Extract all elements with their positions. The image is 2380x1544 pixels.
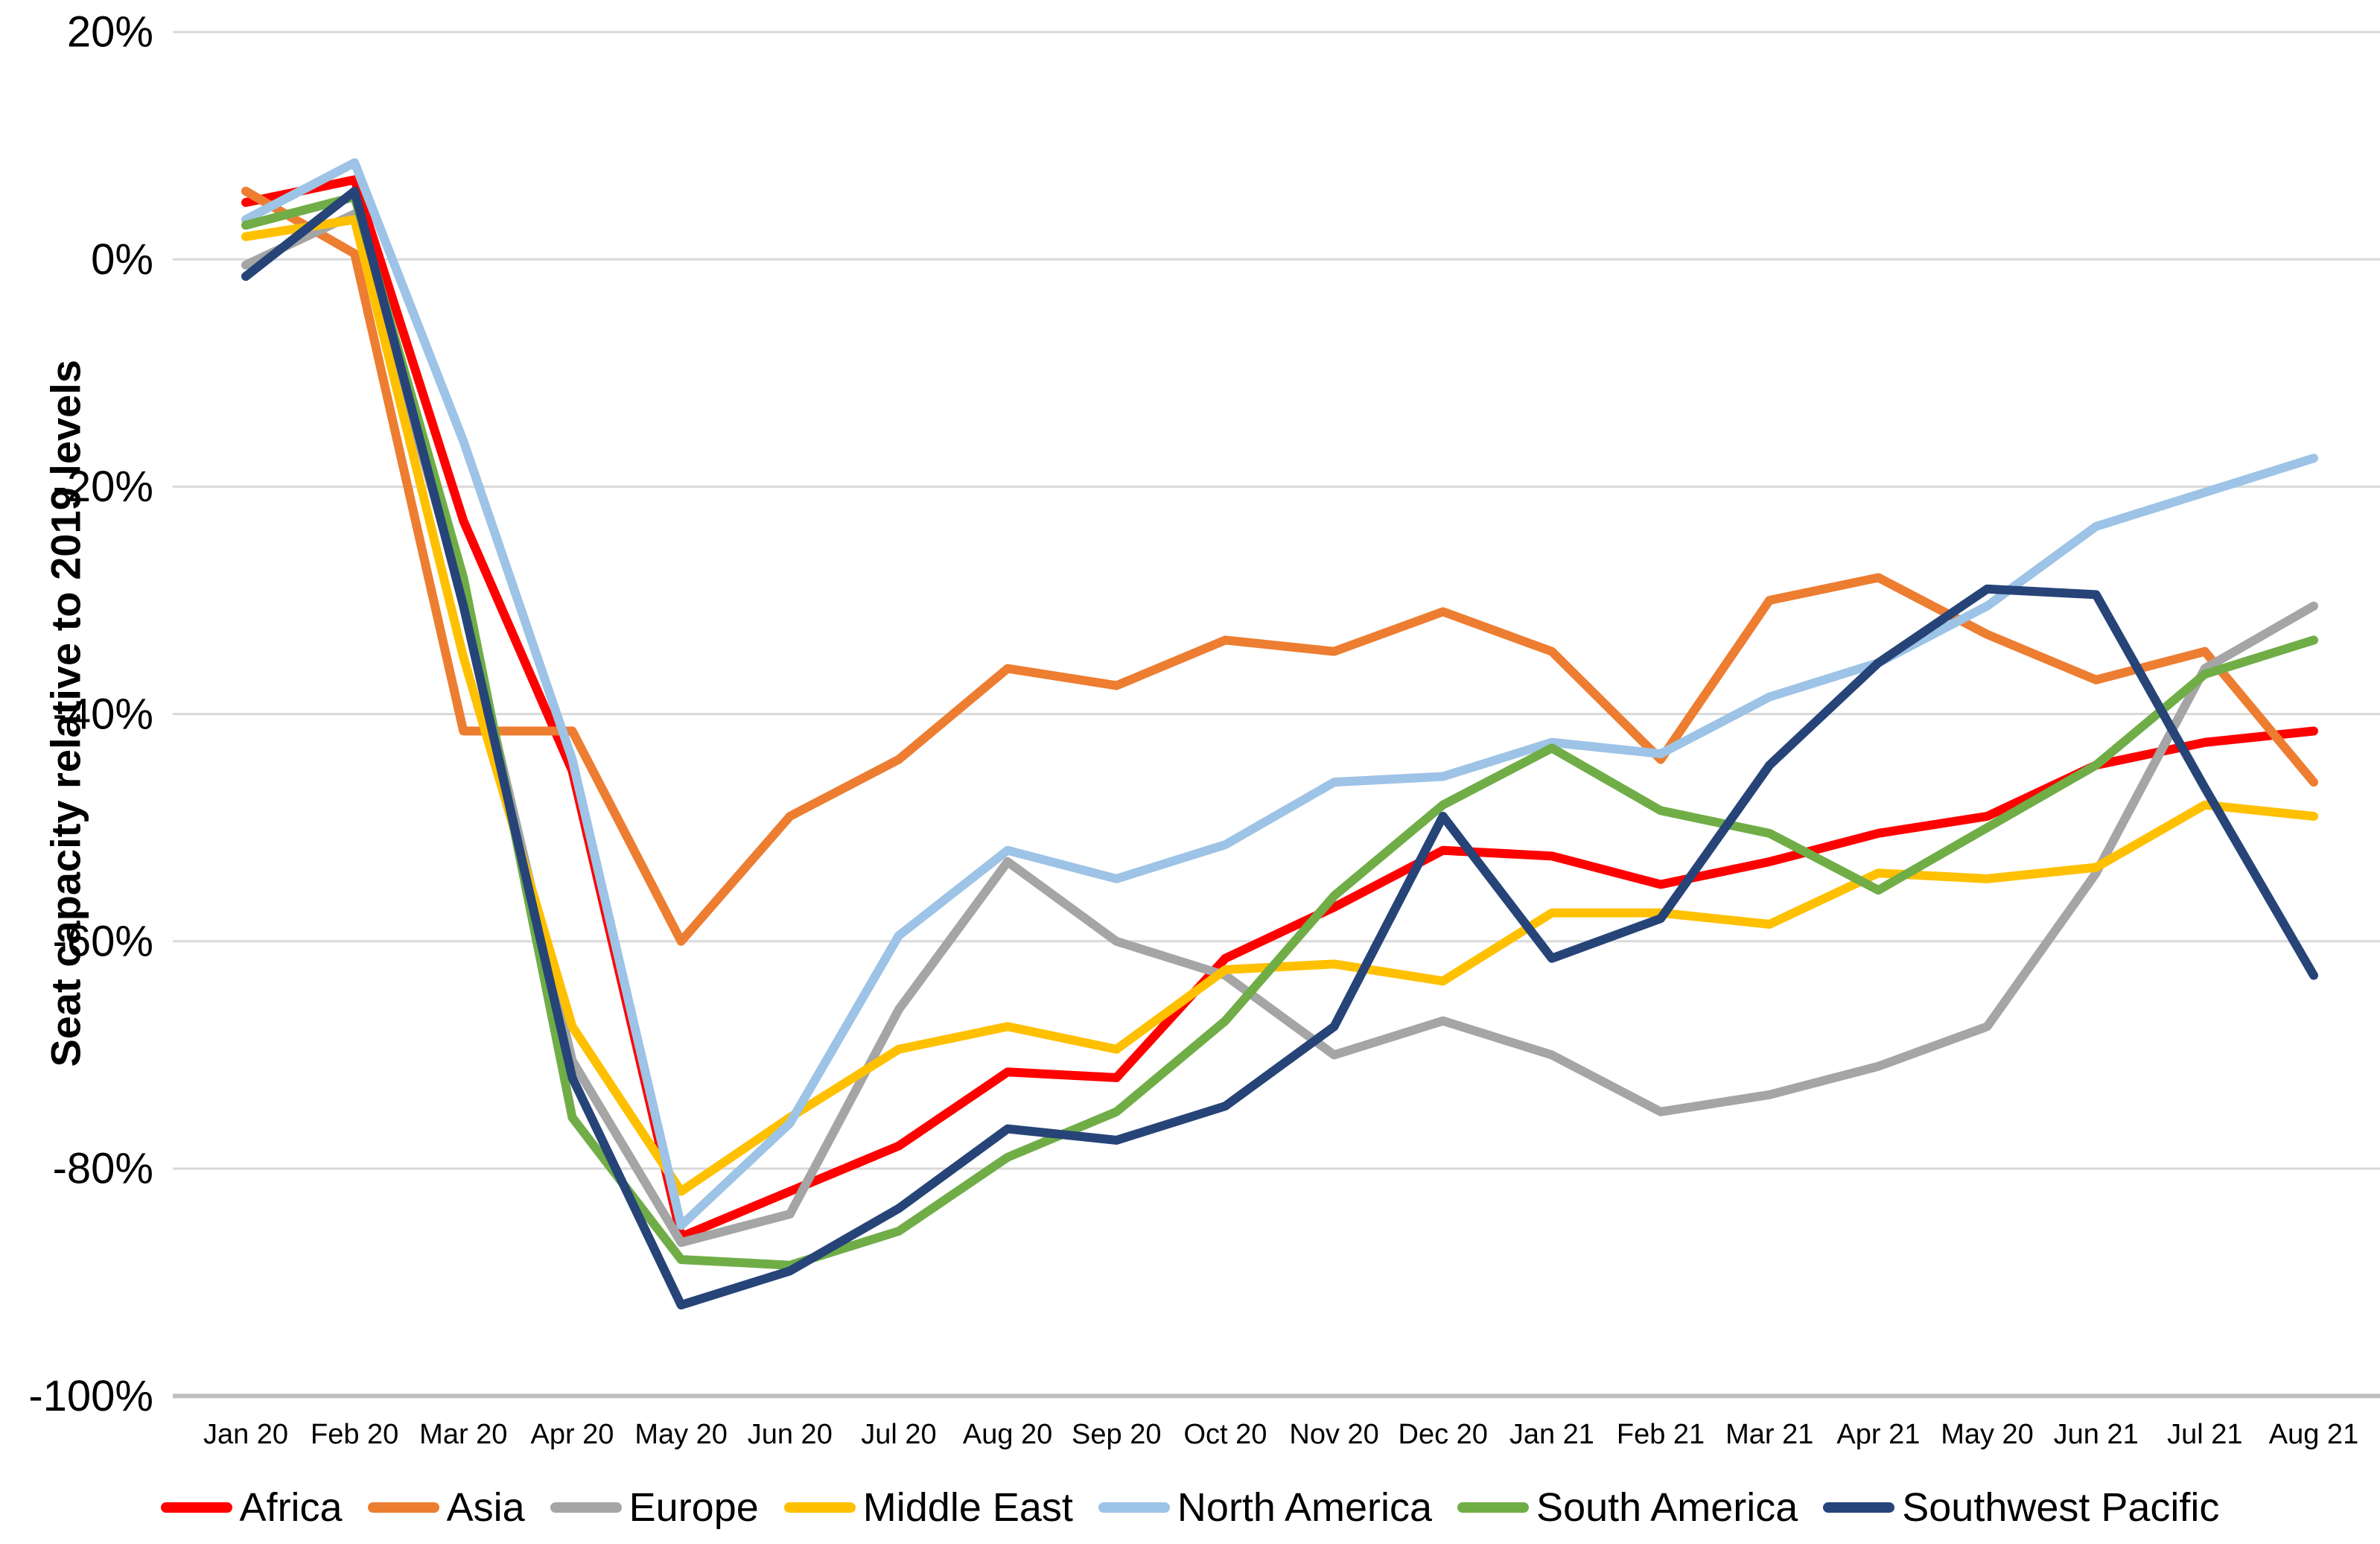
x-tick-label: Nov 20 [1289, 1419, 1378, 1450]
x-tick-label: Dec 20 [1399, 1419, 1488, 1450]
legend-color-dash [1823, 1502, 1895, 1513]
x-tick-label: Feb 21 [1617, 1419, 1705, 1450]
series-line-europe [241, 209, 2318, 1248]
x-tick-label: May 20 [634, 1419, 728, 1450]
y-tick-label: -100% [28, 1372, 153, 1420]
legend-item-europe: Europe [550, 1484, 759, 1531]
legend-label: Europe [629, 1485, 759, 1530]
series-line-middle-east [241, 215, 2318, 1196]
x-tick-label: Jan 20 [203, 1419, 288, 1450]
legend-item-africa: Africa [160, 1484, 343, 1531]
x-tick-label: Mar 21 [1725, 1419, 1813, 1450]
legend-item-south-america: South America [1457, 1484, 1798, 1531]
chart-legend: Africa Asia Europe Middle East North America… [0, 1484, 2380, 1531]
x-tick-label: Mar 20 [419, 1419, 507, 1450]
y-tick-label: 20% [67, 8, 153, 57]
legend-color-dash [783, 1502, 856, 1513]
series-line-south-america [241, 192, 2318, 1270]
legend-label: South America [1536, 1485, 1798, 1530]
legend-label: North America [1177, 1485, 1433, 1530]
legend-label: Middle East [862, 1485, 1073, 1530]
legend-item-middle-east: Middle East [783, 1484, 1073, 1531]
legend-item-north-america: North America [1098, 1484, 1432, 1531]
legend-color-dash [160, 1502, 232, 1513]
legend-label: Asia [446, 1485, 525, 1530]
x-tick-label: Aug 21 [2269, 1419, 2358, 1450]
x-tick-label: Feb 20 [311, 1419, 398, 1450]
legend-color-dash [1098, 1502, 1170, 1513]
x-tick-label: Jan 21 [1509, 1419, 1594, 1450]
series-line-asia [241, 186, 2318, 946]
series-line-southwest-pacific [241, 186, 2318, 1310]
legend-color-dash [1457, 1502, 1530, 1513]
x-tick-label: Apr 21 [1836, 1419, 1920, 1450]
legend-item-asia: Asia [367, 1484, 525, 1531]
y-tick-label: -60% [53, 918, 153, 966]
x-tick-label: Sep 20 [1072, 1419, 1161, 1450]
legend-item-southwest-pacific: Southwest Pacific [1823, 1484, 2219, 1531]
x-tick-label: Jul 21 [2167, 1419, 2242, 1450]
series-line-north-america [241, 158, 2318, 1230]
x-tick-label: Jun 21 [2054, 1419, 2139, 1450]
legend-color-dash [550, 1502, 622, 1513]
y-tick-label: -80% [53, 1145, 153, 1193]
x-tick-label: Oct 20 [1183, 1419, 1267, 1450]
x-tick-label: Jul 20 [861, 1419, 936, 1450]
x-tick-label: May 20 [1941, 1419, 2034, 1450]
y-tick-label: -20% [53, 463, 153, 511]
legend-color-dash [367, 1502, 439, 1513]
y-tick-label: -40% [53, 690, 153, 738]
legend-label: Southwest Pacific [1902, 1485, 2220, 1530]
y-tick-label: 0% [91, 235, 153, 284]
x-tick-label: Aug 20 [963, 1419, 1052, 1450]
x-tick-label: Jun 20 [748, 1419, 833, 1450]
legend-label: Africa [239, 1485, 343, 1530]
y-axis-title: Seat capacity relative to 2019 levels [42, 360, 89, 1067]
x-tick-label: Apr 20 [530, 1419, 614, 1450]
